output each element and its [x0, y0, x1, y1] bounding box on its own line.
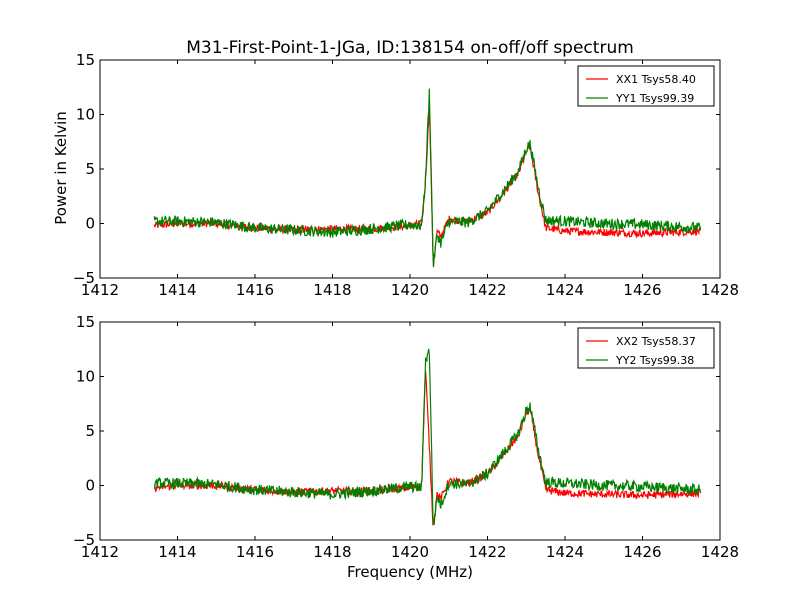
x-tick-label: 1420	[391, 281, 429, 299]
y-axis-label: Power in Kelvin	[52, 111, 70, 225]
top-panel: 1412 1414 1416 1418 1420 1422 1424 1426 1428 −5 0 5…	[73, 51, 739, 299]
y-tick-label: −5	[73, 269, 95, 287]
series-line-yy	[153, 88, 702, 268]
y-tick-label: −5	[73, 531, 95, 549]
x-tick-label: 1418	[313, 543, 351, 561]
x-tick-label: 1422	[468, 281, 506, 299]
x-tick-label: 1426	[623, 543, 661, 561]
y-tick-label: 15	[76, 51, 95, 69]
legend-label: YY1 Tsys99.39	[615, 92, 694, 105]
x-tick-label: 1428	[701, 281, 739, 299]
x-tick-label: 1416	[236, 543, 274, 561]
figure-title: M31-First-Point-1-JGa, ID:138154 on-off/…	[186, 38, 634, 58]
y-tick-label: 10	[76, 106, 95, 124]
legend-label: YY2 Tsys99.38	[615, 354, 694, 367]
y-tick-label: 5	[85, 422, 95, 440]
y-tick-label: 0	[85, 215, 95, 233]
x-tick-label: 1424	[546, 543, 584, 561]
bottom-panel: 1412 1414 1416 1418 1420 1422 1424 1426 1428 −5 0 5…	[73, 313, 739, 561]
y-tick-label: 0	[85, 477, 95, 495]
x-tick-label: 1424	[546, 281, 584, 299]
legend: XX2 Tsys58.37 YY2 Tsys99.38	[577, 327, 715, 369]
x-tick-label: 1412	[81, 281, 119, 299]
y-tick-label: 15	[76, 313, 95, 331]
legend-box	[577, 65, 715, 107]
y-tick-label: 10	[76, 368, 95, 386]
legend-label: XX2 Tsys58.37	[616, 335, 696, 348]
x-tick-label: 1412	[81, 543, 119, 561]
y-tick-label: 5	[85, 160, 95, 178]
series-line-xx	[153, 370, 701, 526]
x-tick-label: 1416	[236, 281, 274, 299]
x-tick-label: 1426	[623, 281, 661, 299]
legend: XX1 Tsys58.40 YY1 Tsys99.39	[577, 65, 715, 107]
x-tick-label: 1414	[158, 281, 196, 299]
x-tick-label: 1420	[391, 543, 429, 561]
x-tick-label: 1422	[468, 543, 506, 561]
x-tick-label: 1428	[701, 543, 739, 561]
x-axis-label: Frequency (MHz)	[347, 563, 473, 581]
legend-box	[577, 327, 715, 369]
x-tick-label: 1418	[313, 281, 351, 299]
legend-label: XX1 Tsys58.40	[616, 73, 696, 86]
x-tick-label: 1414	[158, 543, 196, 561]
series-line-yy	[153, 348, 702, 526]
